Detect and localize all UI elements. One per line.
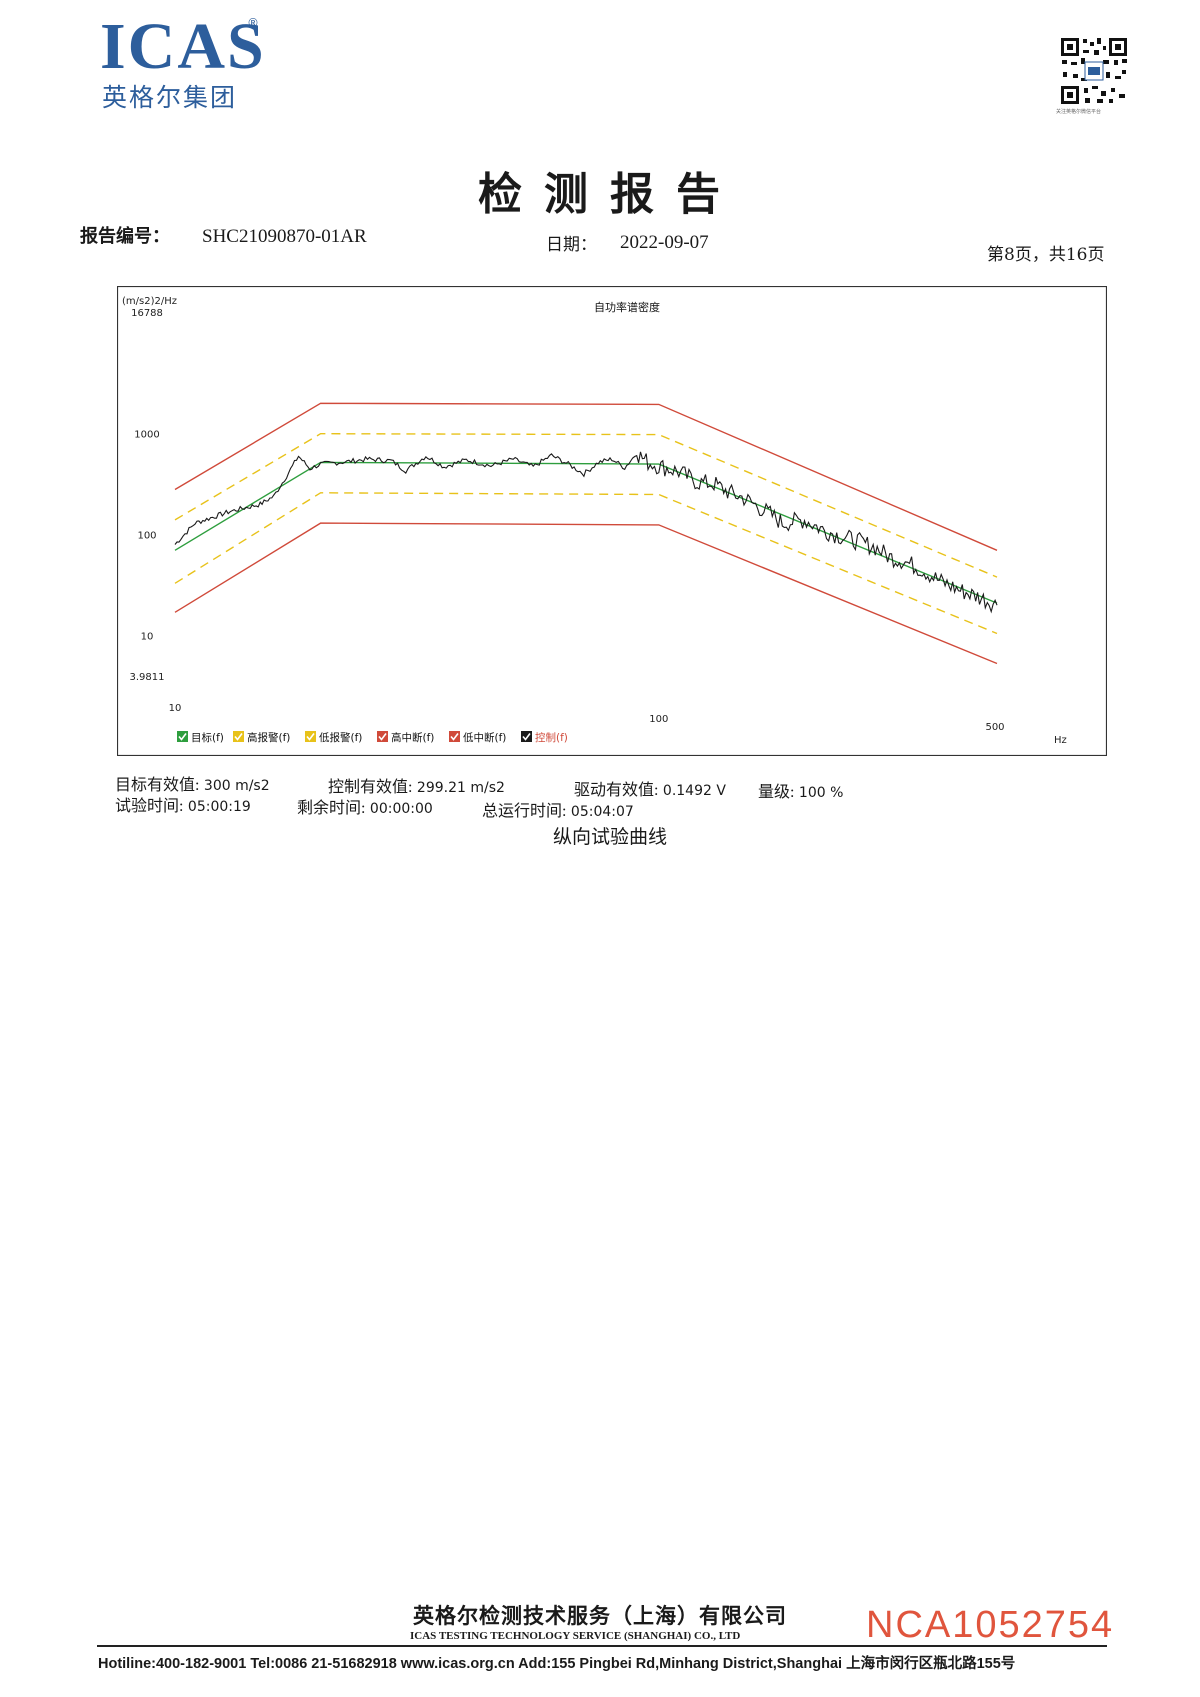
- level-value: 100 %: [798, 785, 844, 801]
- total-run-time-label: 总运行时间:: [482, 803, 567, 820]
- figure-caption: 纵向试验曲线: [552, 826, 667, 848]
- legend-swatch: [377, 731, 388, 742]
- qr-caption: 关注英格尔微信平台: [1056, 109, 1102, 115]
- company-logo-text: ICAS: [100, 10, 266, 83]
- drive-rms-value: 0.1492 V: [662, 783, 726, 799]
- footer-divider: [97, 1645, 1107, 1647]
- target-rms-value: 300 m/s2: [203, 778, 270, 794]
- footer-company-cn: 英格尔检测技术服务（上海）有限公司: [413, 1603, 787, 1628]
- target-rms: 目标有效值: 300 m/s2: [115, 771, 270, 795]
- legend-swatch: [521, 731, 532, 742]
- total-run-time-value: 05:04:07: [570, 804, 634, 820]
- report-number: SHC21090870-01AR: [202, 226, 367, 247]
- legend-label: 高中断(f): [391, 731, 434, 744]
- series-line-2: [174, 492, 998, 635]
- legend-check-icon: [306, 733, 315, 741]
- series-line-1: [174, 432, 998, 578]
- legend-swatch: [449, 731, 460, 742]
- control-rms-value: 299.21 m/s2: [416, 780, 505, 796]
- series-line-5: [174, 451, 998, 614]
- registered-mark: ®: [247, 16, 259, 30]
- drive-rms-label: 驱动有效值:: [574, 782, 659, 799]
- footer-company-en: ICAS TESTING TECHNOLOGY SERVICE (SHANGHA…: [410, 1630, 741, 1642]
- legend-check-icon: [178, 733, 187, 741]
- legend-check-icon: [522, 733, 531, 741]
- page-info: 第8页，共16页: [987, 245, 1105, 265]
- y-tick-label: 1000: [134, 430, 159, 441]
- psd-chart-svg: 自功率谱密度 (m/s2)2/Hz Hz 16788 1000 100 10 3.981…: [116, 285, 1108, 757]
- target-rms-label: 目标有效值:: [115, 777, 200, 794]
- test-time: 试验时间: 05:00:19: [115, 792, 251, 816]
- company-logo-chinese: 英格尔集团: [102, 83, 238, 112]
- legend-check-icon: [378, 733, 387, 741]
- test-time-value: 05:00:19: [187, 799, 251, 815]
- remaining-time: 剩余时间: 00:00:00: [297, 794, 433, 818]
- series-line-3: [174, 402, 998, 551]
- serial-number: NCA1052754: [866, 1604, 1115, 1646]
- report-date: 2022-09-07: [620, 232, 709, 253]
- legend-label: 控制(f): [535, 731, 568, 744]
- chart-title: 自功率谱密度: [594, 300, 660, 314]
- y-tick-label: 3.9811: [130, 672, 165, 683]
- legend-label: 高报警(f): [247, 731, 290, 744]
- drive-rms: 驱动有效值: 0.1492 V: [574, 776, 726, 800]
- qr-code-icon: [1059, 36, 1129, 106]
- level-label: 量级:: [758, 784, 795, 801]
- total-run-time: 总运行时间: 05:04:07: [482, 797, 634, 821]
- x-axis-unit-label: Hz: [1054, 735, 1067, 746]
- series-line-0: [174, 461, 998, 604]
- x-tick-label: 500: [985, 722, 1004, 733]
- y-axis-unit-label: (m/s2)2/Hz: [122, 296, 177, 307]
- control-rms: 控制有效值: 299.21 m/s2: [328, 773, 505, 797]
- y-tick-label: 100: [137, 531, 156, 542]
- series-line-4: [174, 522, 998, 665]
- footer-contact: Hotiline:400-182-9001 Tel:0086 21-516829…: [98, 1656, 1016, 1672]
- legend-check-icon: [234, 733, 243, 741]
- legend-swatch: [233, 731, 244, 742]
- psd-chart: 自功率谱密度 (m/s2)2/Hz Hz 16788 1000 100 10 3.981…: [116, 285, 1108, 757]
- legend-label: 低中断(f): [463, 731, 506, 744]
- y-tick-label: 16788: [131, 308, 163, 319]
- y-tick-label: 10: [141, 632, 154, 643]
- legend-label: 低报警(f): [319, 731, 362, 744]
- level: 量级: 100 %: [758, 778, 843, 802]
- control-rms-label: 控制有效值:: [328, 779, 413, 796]
- legend-label: 目标(f): [191, 732, 224, 744]
- legend-swatch: [177, 731, 188, 742]
- date-label: 日期：: [546, 235, 597, 255]
- legend-check-icon: [450, 733, 459, 741]
- report-title: 检测报告: [478, 169, 742, 220]
- remaining-time-value: 00:00:00: [369, 801, 433, 817]
- remaining-time-label: 剩余时间:: [297, 800, 366, 817]
- test-time-label: 试验时间:: [115, 798, 184, 815]
- report-number-label: 报告编号：: [80, 226, 170, 247]
- legend-swatch: [305, 731, 316, 742]
- x-tick-label: 100: [649, 714, 668, 725]
- x-tick-label: 10: [169, 703, 182, 714]
